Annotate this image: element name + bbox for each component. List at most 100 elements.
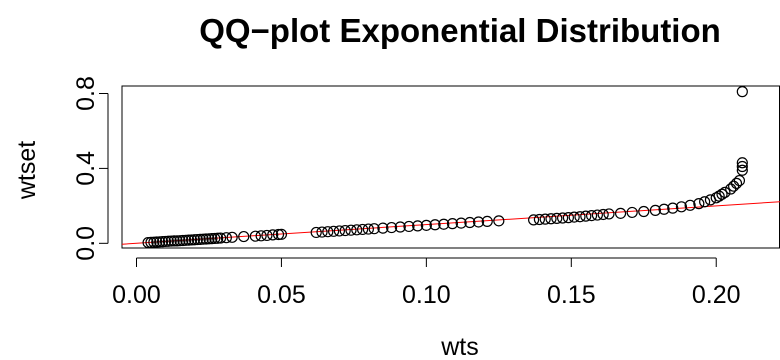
data-point [148,236,160,248]
data-point [481,215,493,228]
data-point [249,230,261,242]
reference-line [121,201,780,245]
x-tick-label: 0.00 [112,281,161,309]
data-point [493,215,505,227]
data-point [591,209,603,221]
plot-area-border [121,85,780,249]
data-point [272,228,285,241]
data-point [362,223,374,235]
data-point [322,226,334,238]
data-point [345,224,357,236]
data-point [188,234,201,246]
data-point [412,220,424,232]
data-point [528,214,540,226]
data-point [455,217,467,229]
data-point [159,235,172,248]
data-point [316,226,328,238]
data-point [551,212,563,225]
data-point [603,208,615,220]
data-point [162,235,174,247]
data-point [649,204,661,216]
y-axis: 0.0 0.4 0.8 [72,76,109,261]
data-point [568,211,580,223]
x-axis: 0.00 0.05 0.10 0.15 0.20 [112,257,741,309]
data-point [585,210,598,222]
data-point [736,160,748,173]
data-point [212,232,224,244]
data-point [261,229,273,242]
x-tick-label: 0.15 [547,281,596,309]
data-point [154,236,166,248]
data-point [197,233,209,245]
data-point [142,236,154,249]
data-point [206,233,218,245]
y-tick-label: 0.4 [72,151,100,186]
data-point [203,233,215,245]
data-point [472,216,485,228]
data-point [185,234,198,246]
data-point [209,232,221,245]
data-point [716,188,728,200]
x-tick-label: 0.20 [692,281,741,309]
data-point [736,164,748,176]
data-point [145,236,157,248]
data-point [191,233,203,246]
data-point [339,224,351,237]
data-point [356,223,369,236]
data-point [719,186,731,198]
data-point [736,157,748,169]
data-point [328,225,340,237]
data-point [171,235,183,247]
data-point [200,233,212,245]
data-point [667,202,679,214]
data-point [194,233,206,245]
data-point [597,208,609,221]
data-point [684,199,696,211]
data-point [275,228,288,240]
data-point [255,230,267,242]
data-point [728,180,740,192]
data-point [165,235,177,247]
y-tick-label: 0.8 [72,76,100,111]
data-point [614,207,627,219]
data-point [675,201,688,213]
data-point [736,86,748,98]
data-point [174,235,186,247]
data-point [168,235,180,247]
reference-line-group [121,201,780,245]
data-point [351,224,363,236]
points-group [142,86,748,249]
data-point [267,229,279,241]
data-point [658,203,670,215]
x-tick-label: 0.10 [402,281,451,309]
data-point [180,234,192,246]
data-point [368,223,380,235]
data-point [377,222,389,234]
data-point [693,198,705,210]
data-point [533,213,546,226]
data-point [539,213,551,225]
data-point [220,232,232,244]
data-point [403,220,415,233]
data-point [446,218,459,230]
data-point [733,174,746,187]
chart-title: QQ−plot Exponential Distribution [199,12,721,49]
data-point [151,236,163,248]
data-point [699,196,711,208]
data-point [626,206,638,219]
data-point [226,231,238,243]
data-point [574,211,586,223]
data-point [385,221,398,234]
x-axis-label: wts [440,333,479,360]
data-point [333,225,346,237]
data-point [438,218,450,230]
data-point [429,219,441,231]
data-point [420,219,432,231]
x-tick-label: 0.05 [257,281,306,309]
data-point [238,230,250,243]
data-point [725,183,737,195]
data-point [556,212,569,224]
data-point [214,232,227,244]
data-point [394,221,406,233]
